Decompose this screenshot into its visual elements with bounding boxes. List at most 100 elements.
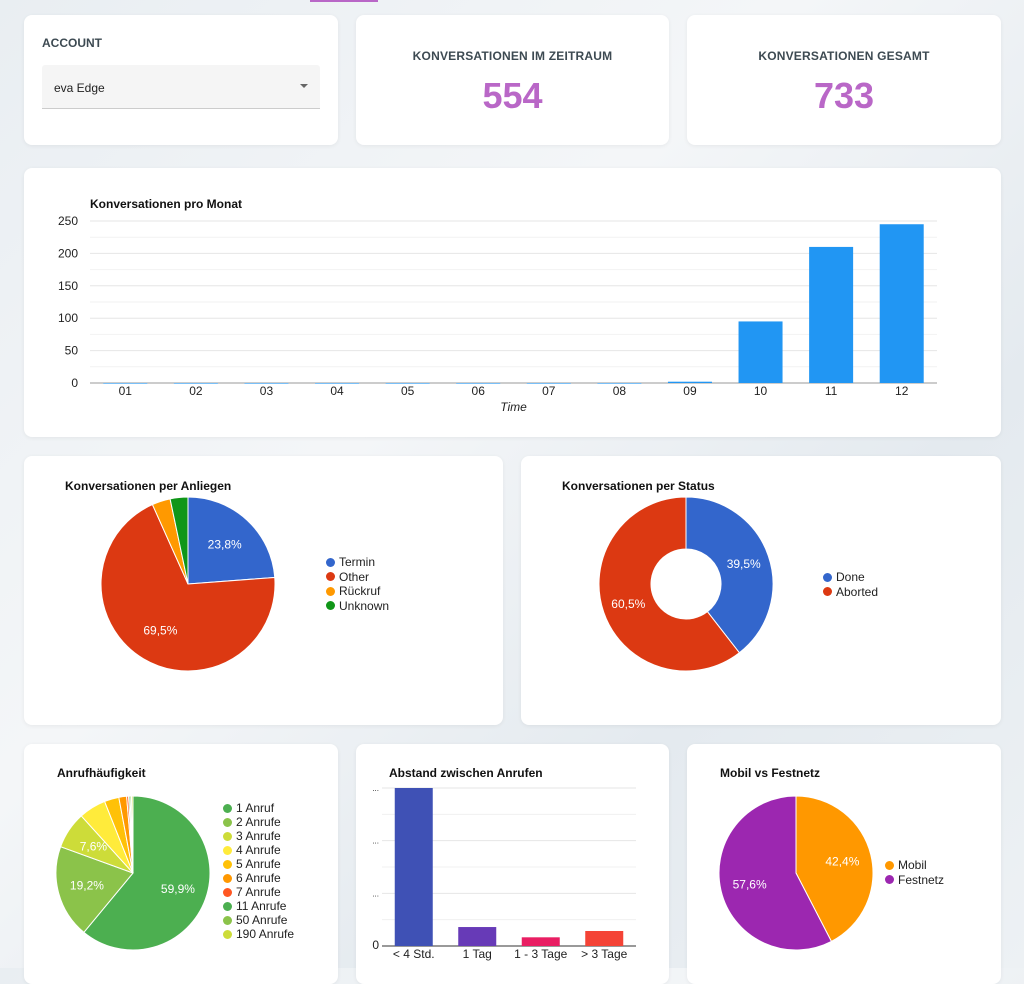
legend-label: Done — [836, 570, 865, 584]
bar — [879, 224, 924, 383]
account-select-value: eva Edge — [54, 81, 105, 95]
x-tick-label: 10 — [754, 384, 768, 398]
bar — [521, 937, 560, 946]
bar — [394, 788, 433, 946]
bar — [244, 383, 289, 384]
y-tick-label: ... — [372, 837, 379, 846]
kpi-card-period: KONVERSATIONEN IM ZEITRAUM 554 — [356, 15, 669, 145]
legend-item: 190 Anrufe — [223, 927, 294, 941]
legend-swatch — [223, 845, 232, 855]
x-tick-label: 09 — [683, 384, 697, 398]
account-label: ACCOUNT — [42, 36, 102, 50]
chart-title: Mobil vs Festnetz — [720, 766, 821, 780]
chart-title: Konversationen per Status — [562, 479, 715, 493]
y-tick-label: 50 — [65, 344, 79, 358]
x-axis-label: Time — [500, 400, 527, 414]
kpi-value: 733 — [813, 75, 875, 116]
slice-label: 69,5% — [143, 623, 177, 637]
kpi-label: KONVERSATIONEN IM ZEITRAUM — [412, 49, 613, 63]
legend-swatch — [223, 831, 232, 841]
pie-slice — [718, 795, 833, 951]
legend-swatch — [223, 817, 232, 827]
y-tick-label: 0 — [71, 376, 78, 390]
x-tick-label: 03 — [260, 384, 274, 398]
chevron-down-icon — [300, 84, 308, 88]
slice-label: 23,8% — [208, 537, 242, 551]
bar — [315, 383, 360, 384]
slice-label: 39,5% — [727, 557, 761, 571]
legend-item: 11 Anrufe — [223, 899, 294, 913]
legend-label: Termin — [339, 555, 376, 569]
y-tick-label: 200 — [58, 246, 78, 260]
legend-label: Rückruf — [339, 584, 381, 598]
chart-legend: Termin Other Rückruf Unknown — [326, 555, 389, 613]
legend-swatch — [326, 557, 335, 567]
y-tick-label: ... — [372, 784, 379, 793]
legend-label: 6 Anrufe — [236, 871, 281, 885]
kpi-label: KONVERSATIONEN GESAMT — [758, 49, 930, 63]
x-tick-label: 12 — [895, 384, 909, 398]
legend-swatch — [223, 887, 232, 897]
slice-label: 42,4% — [825, 855, 859, 869]
legend-swatch — [885, 860, 894, 870]
active-tab-indicator — [310, 0, 378, 2]
bar — [103, 383, 148, 384]
mobil-festnetz-pie-chart: 42,4% 57,6% — [718, 795, 874, 951]
slice-label: 59,9% — [161, 882, 195, 896]
legend-label: 190 Anrufe — [236, 927, 295, 941]
legend-item: Termin — [326, 555, 389, 570]
chart-legend: Mobil Festnetz — [885, 858, 944, 887]
bar — [667, 381, 712, 383]
pie-slice — [83, 795, 211, 951]
x-tick-label: 07 — [542, 384, 556, 398]
pie-slice — [55, 846, 134, 934]
legend-label: 1 Anruf — [236, 801, 275, 815]
legend-label: 3 Anrufe — [236, 829, 281, 843]
x-tick-label: 1 Tag — [463, 947, 492, 961]
legend-label: Aborted — [836, 584, 879, 599]
pie-slice — [131, 795, 134, 874]
pie-slice — [100, 503, 276, 672]
legend-item: Done — [823, 570, 878, 585]
legend-label: 50 Anrufe — [236, 913, 288, 927]
y-tick-label: 100 — [58, 311, 78, 325]
legend-item: 4 Anrufe — [223, 843, 294, 857]
legend-swatch — [885, 875, 894, 885]
legend-item: Aborted — [823, 585, 878, 600]
x-tick-label: 06 — [472, 384, 486, 398]
bar — [738, 321, 783, 383]
legend-item: Mobil — [885, 858, 944, 873]
bar — [809, 246, 854, 383]
x-tick-label: < 4 Std. — [393, 947, 435, 961]
slice-label: 19,2% — [70, 879, 104, 893]
legend-swatch — [326, 601, 335, 611]
legend-swatch — [223, 929, 232, 939]
x-tick-label: 02 — [189, 384, 203, 398]
bar — [458, 927, 497, 946]
legend-label: Mobil — [898, 858, 927, 872]
account-select[interactable]: eva Edge — [42, 65, 320, 109]
bar — [456, 383, 501, 384]
status-donut-chart: 39,5% 60,5% — [598, 496, 774, 672]
x-tick-label: 05 — [401, 384, 415, 398]
legend-item: Unknown — [326, 599, 389, 614]
anliegen-chart-card: Konversationen per Anliegen 23,8% 69,5% T… — [24, 456, 503, 725]
legend-item: Rückruf — [326, 584, 389, 599]
x-tick-label: 01 — [119, 384, 133, 398]
legend-label: 11 Anrufe — [236, 899, 287, 913]
chart-legend: Done Aborted — [823, 570, 878, 599]
legend-label: Festnetz — [898, 872, 945, 887]
chart-title: Konversationen pro Monat — [90, 197, 243, 211]
legend-swatch — [823, 572, 832, 582]
legend-label: 7 Anrufe — [236, 885, 281, 899]
legend-swatch — [223, 803, 232, 813]
legend-swatch — [326, 586, 335, 596]
legend-swatch — [223, 859, 232, 869]
legend-label: Unknown — [339, 598, 390, 613]
chart-title: Konversationen per Anliegen — [65, 479, 232, 493]
legend-label: 4 Anrufe — [236, 843, 281, 857]
legend-item: 2 Anrufe — [223, 815, 294, 829]
status-chart-card: Konversationen per Status 39,5% 60,5% Don… — [521, 456, 1001, 725]
chart-title: Anrufhäufigkeit — [57, 766, 146, 780]
x-tick-label: 04 — [330, 384, 344, 398]
